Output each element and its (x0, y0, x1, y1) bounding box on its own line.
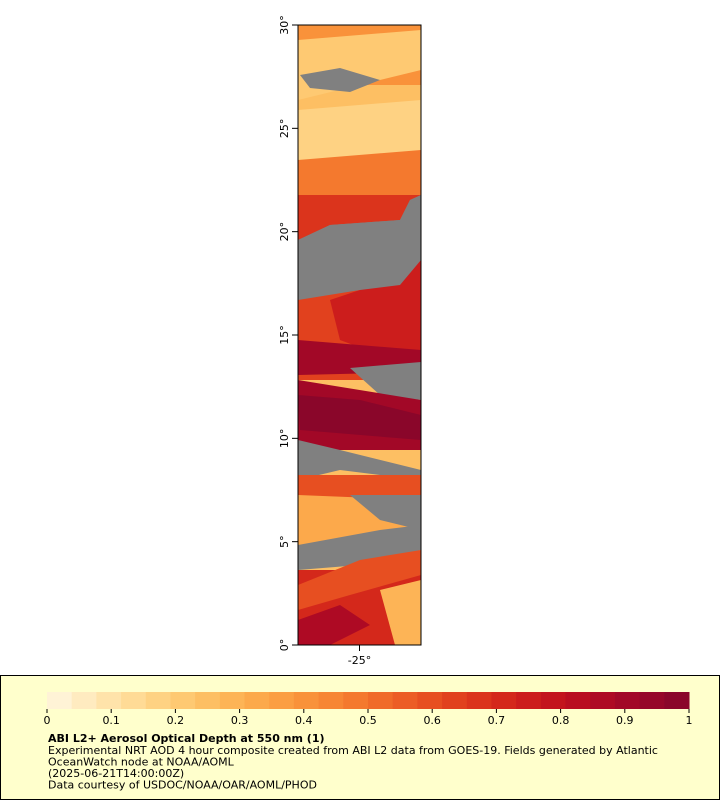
colorbar-segment (368, 692, 394, 709)
colorbar-tick-label: 0.5 (359, 714, 377, 727)
colorbar-tick-label: 0.9 (616, 714, 634, 727)
colorbar-segment (639, 692, 665, 709)
colorbar-segment (244, 692, 270, 709)
aod-map (298, 25, 421, 645)
colorbar-segment (565, 692, 591, 709)
colorbar-segment (47, 692, 73, 709)
colorbar-tick-label: 0.4 (295, 714, 313, 727)
colorbar-segment (121, 692, 147, 709)
y-tick-label: 5° (278, 535, 291, 548)
colorbar-segment (491, 692, 517, 709)
colorbar-segment (318, 692, 344, 709)
colorbar-segment (96, 692, 122, 709)
colorbar-tick-label: 0.8 (552, 714, 570, 727)
colorbar-segment (170, 692, 196, 709)
colorbar-segment (590, 692, 616, 709)
colorbar-tick-label: 0.2 (167, 714, 185, 727)
y-tick-label: 10° (278, 429, 291, 449)
legend-line: OceanWatch node at NOAA/AOML (48, 756, 235, 769)
colorbar-tick-label: 0.6 (423, 714, 441, 727)
y-tick-label: 15° (278, 325, 291, 345)
y-tick-label: 30° (278, 15, 291, 35)
colorbar-segment (219, 692, 246, 709)
colorbar-segment (145, 692, 171, 709)
colorbar-segment (293, 692, 320, 709)
colorbar-segment (195, 692, 221, 709)
colorbar-segment (417, 692, 443, 709)
colorbar-tick-label: 0.1 (102, 714, 120, 727)
y-tick-label: 0° (278, 639, 291, 652)
y-tick-label: 20° (278, 222, 291, 242)
colorbar-segment (664, 692, 690, 709)
colorbar-segment (71, 692, 97, 709)
colorbar-segment (466, 692, 492, 709)
colorbar-segment (442, 692, 468, 709)
colorbar-segment (614, 692, 641, 709)
colorbar-segment (269, 692, 295, 709)
colorbar-segment (343, 692, 369, 709)
colorbar-tick-label: 0.3 (231, 714, 249, 727)
x-tick-label: -25° (348, 654, 371, 667)
colorbar-segment (392, 692, 418, 709)
y-tick-label: 25° (278, 119, 291, 139)
colorbar-tick-label: 0.7 (488, 714, 506, 727)
colorbar-segment (540, 692, 567, 709)
legend-line: (2025-06-21T14:00:00Z) (48, 767, 184, 780)
colorbar-tick-label: 1 (686, 714, 693, 727)
colorbar-tick-label: 0 (44, 714, 51, 727)
legend-line: Data courtesy of USDOC/NOAA/OAR/AOML/PHO… (48, 779, 317, 792)
legend-title: ABI L2+ Aerosol Optical Depth at 550 nm … (48, 732, 325, 745)
colorbar-segment (516, 692, 542, 709)
legend-line: Experimental NRT AOD 4 hour composite cr… (48, 744, 658, 757)
